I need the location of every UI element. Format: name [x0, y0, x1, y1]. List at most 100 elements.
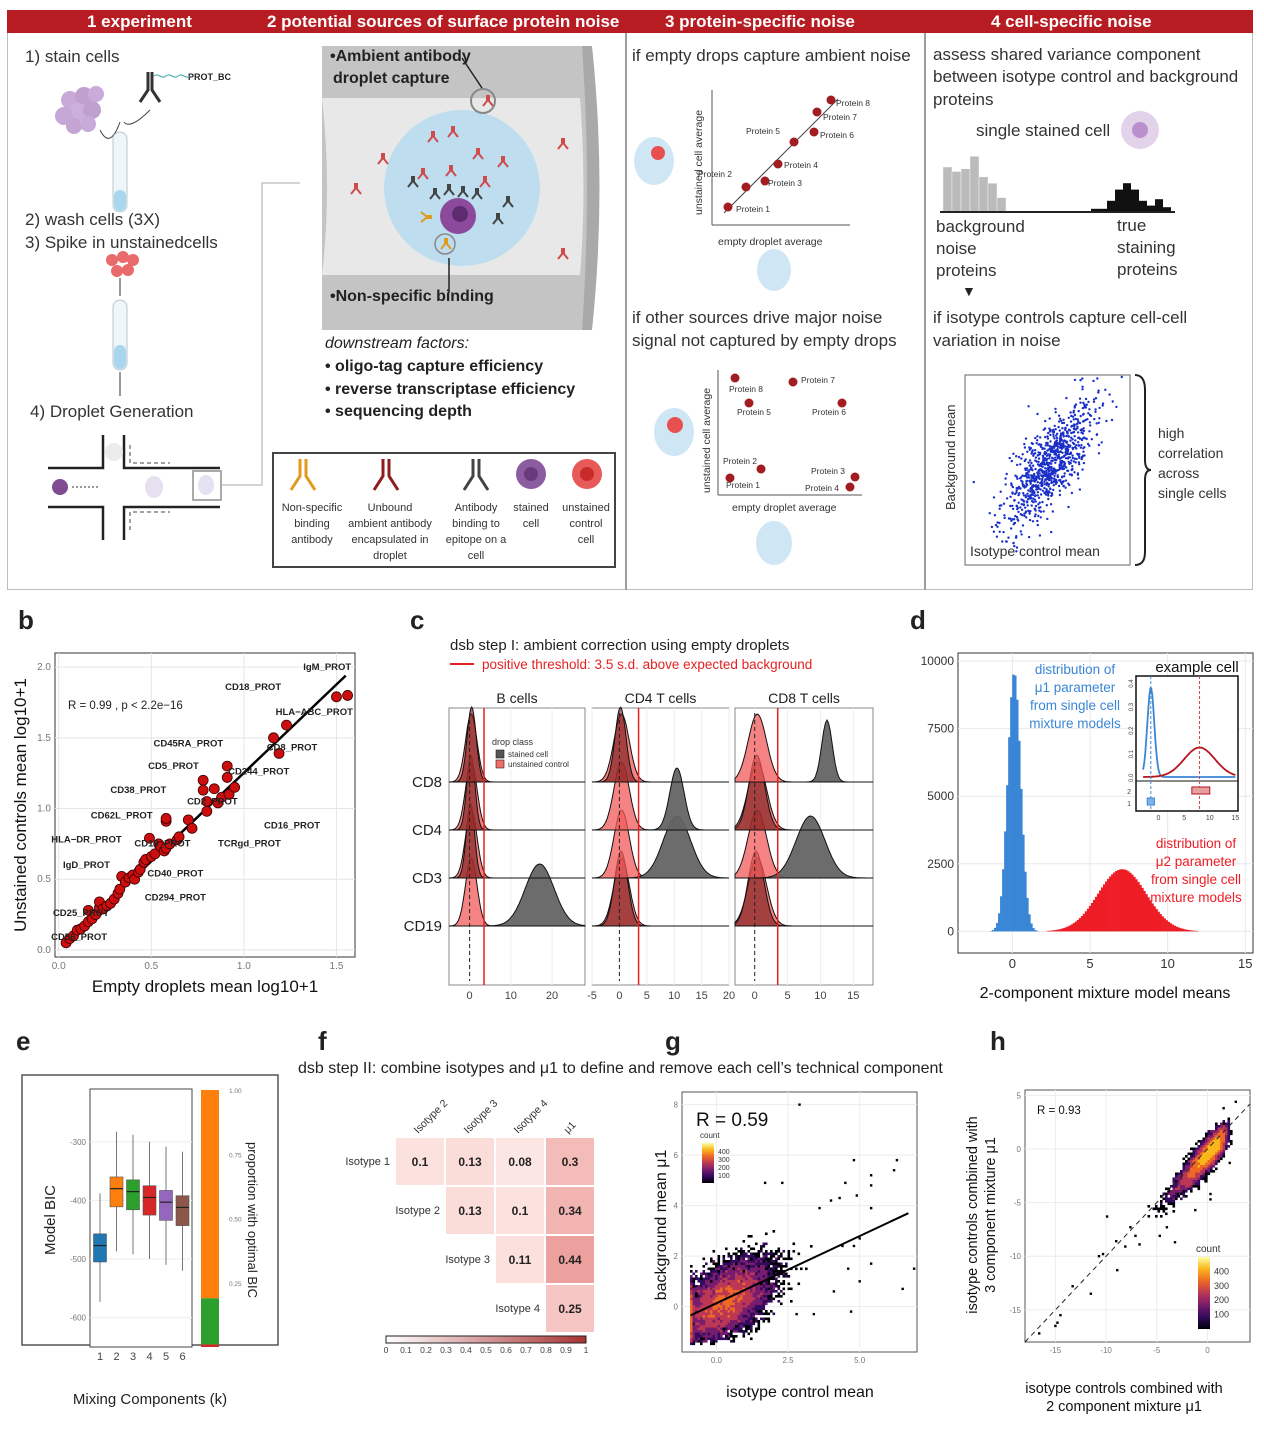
density-bin	[717, 1275, 721, 1278]
density-bin	[772, 1312, 776, 1316]
density-bin	[692, 1305, 696, 1308]
density-bin	[1215, 1137, 1218, 1141]
density-bin	[730, 1330, 733, 1333]
cell-value: 0.1	[412, 1155, 429, 1169]
mu1-annotation: mixture models	[1029, 716, 1121, 731]
density-bin	[782, 1257, 786, 1261]
arrow-down-icon: ▼	[962, 283, 976, 299]
density-bin	[1210, 1160, 1213, 1163]
scatter-point	[1039, 516, 1042, 519]
histogram-bar	[1147, 897, 1150, 932]
data-point	[114, 883, 126, 895]
density-bin	[757, 1302, 761, 1306]
scatter-point	[1076, 425, 1079, 428]
density-bin	[707, 1320, 711, 1323]
stained-density	[735, 718, 873, 783]
density-bin	[695, 1270, 698, 1273]
density-bin	[727, 1337, 731, 1341]
density-bin	[695, 1292, 698, 1296]
scatter-point	[1022, 499, 1025, 502]
scatter-point	[1045, 481, 1049, 484]
density-bin	[752, 1302, 756, 1306]
density-bin	[732, 1310, 736, 1313]
density-bin	[1220, 1125, 1223, 1128]
scatter-point	[1089, 424, 1092, 427]
x-tick-label: 2.5	[782, 1356, 794, 1365]
density-bin	[690, 1342, 693, 1346]
legend-label: stained cell	[508, 750, 548, 759]
scatter-point	[1077, 436, 1080, 440]
density-bin	[705, 1330, 708, 1333]
density-bin	[1205, 1152, 1208, 1156]
scatter-point	[1036, 471, 1039, 474]
density-bin	[727, 1315, 731, 1318]
outlier-bin	[847, 1267, 850, 1270]
outlier-bin	[849, 1310, 853, 1313]
histogram-bar	[1155, 909, 1158, 932]
density-bin	[747, 1280, 751, 1283]
scatter-point	[1070, 436, 1073, 439]
density-bin	[765, 1270, 768, 1273]
density-bin	[712, 1327, 716, 1331]
histogram-bar	[1054, 930, 1057, 932]
scatter-point	[1004, 483, 1007, 486]
density-bin	[710, 1300, 713, 1303]
density-bin	[727, 1252, 731, 1256]
density-bin	[727, 1312, 731, 1316]
scatter-point	[1039, 488, 1042, 491]
histogram-bar	[1030, 923, 1033, 932]
density-bin	[757, 1257, 761, 1261]
density-bin	[780, 1290, 783, 1293]
density-bin	[740, 1302, 743, 1306]
density-bin	[732, 1292, 736, 1296]
density-bin	[752, 1300, 756, 1303]
scatter-point	[1036, 473, 1040, 476]
protein-label: Protein 1	[736, 204, 770, 214]
legend-tick-label: 200	[718, 1165, 730, 1172]
density-bin	[742, 1335, 746, 1338]
scatter-point	[1045, 477, 1049, 481]
density-bin	[722, 1265, 726, 1268]
density-bin	[710, 1325, 713, 1328]
density-bin	[765, 1250, 768, 1253]
heatmap-cell	[446, 1138, 494, 1185]
legend-stained-cell: stained cell	[513, 502, 549, 530]
scatter-point	[1026, 501, 1029, 504]
scatter-point	[1092, 379, 1095, 383]
scatter-point	[1051, 457, 1054, 460]
scatter-point	[1077, 441, 1080, 444]
density-bin	[1215, 1140, 1218, 1143]
scatter-point	[1030, 466, 1033, 470]
outlier-bin	[1054, 1324, 1057, 1328]
density-bin	[1215, 1155, 1218, 1158]
inset-y-tick: 0.4	[1129, 679, 1135, 688]
density-bin	[1160, 1202, 1163, 1206]
histogram-bar	[1022, 834, 1025, 932]
density-bin	[695, 1327, 698, 1331]
scatter-point	[1049, 487, 1052, 491]
density-bin	[745, 1317, 748, 1321]
density-bin	[730, 1285, 733, 1288]
point-label: CD8_PROT	[267, 743, 318, 754]
density-bin	[1195, 1160, 1198, 1163]
density-bin	[775, 1272, 778, 1276]
density-bin	[1210, 1150, 1213, 1153]
density-bin	[737, 1255, 741, 1258]
density-bin	[1175, 1197, 1178, 1201]
density-bin	[712, 1272, 716, 1276]
density-bin	[717, 1265, 721, 1268]
density-bin	[702, 1312, 706, 1316]
density-bin	[1220, 1137, 1223, 1141]
density-bin	[747, 1282, 751, 1286]
scatter-point	[1019, 476, 1023, 479]
density-bin	[1192, 1182, 1196, 1186]
histogram-bar	[1092, 899, 1096, 932]
density-bin	[707, 1315, 711, 1318]
density-bin	[777, 1285, 781, 1288]
scatter-point	[1087, 400, 1090, 404]
density-bin	[717, 1307, 721, 1311]
density-bin	[707, 1312, 711, 1316]
density-bin	[755, 1272, 758, 1276]
data-point	[197, 784, 209, 796]
density-bin	[720, 1287, 723, 1291]
